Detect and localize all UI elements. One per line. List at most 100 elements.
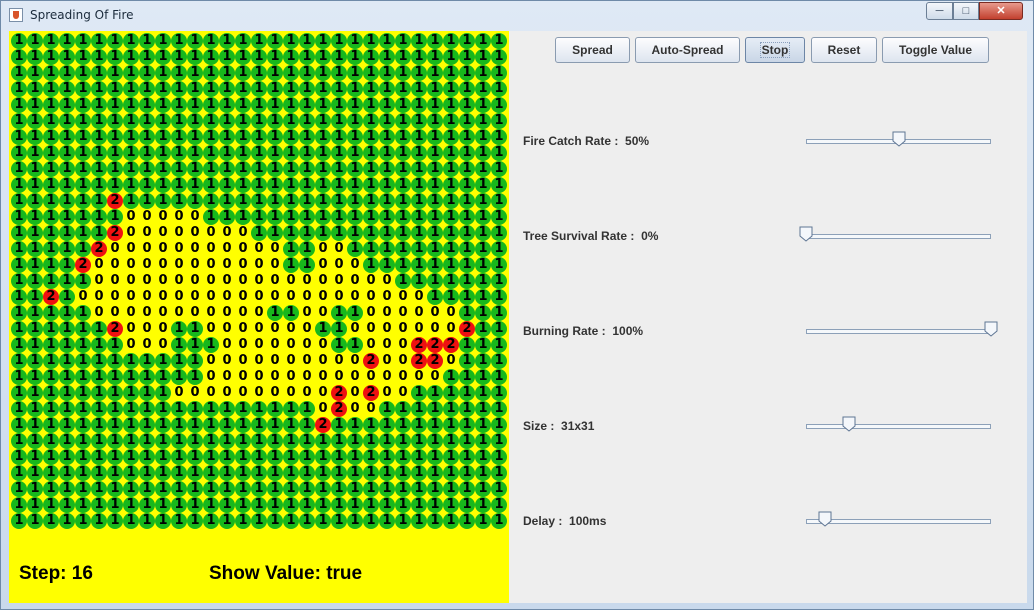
tree-cell: 1 <box>219 145 235 161</box>
tree-cell: 1 <box>91 81 107 97</box>
tree-cell: 1 <box>139 81 155 97</box>
close-button[interactable]: ✕ <box>979 2 1023 20</box>
auto-spread-button[interactable]: Auto-Spread <box>635 37 740 63</box>
empty-cell: 0 <box>190 273 200 288</box>
tree-cell: 1 <box>235 65 251 81</box>
tree-cell: 1 <box>331 177 347 193</box>
stop-button[interactable]: Stop <box>745 37 805 63</box>
tree-cell: 1 <box>491 241 507 257</box>
tree-cell: 1 <box>11 417 27 433</box>
tree-cell: 1 <box>347 177 363 193</box>
title-bar[interactable]: Spreading Of Fire ─ □ ✕ <box>1 1 1033 30</box>
tree-cell: 1 <box>347 433 363 449</box>
empty-cell: 0 <box>206 225 216 240</box>
tree-cell: 1 <box>283 417 299 433</box>
tree-cell: 1 <box>187 401 203 417</box>
tree-cell: 1 <box>235 497 251 513</box>
empty-cell: 0 <box>190 289 200 304</box>
tree-cell: 1 <box>75 513 91 529</box>
empty-cell: 0 <box>142 209 152 224</box>
slider-thumb[interactable] <box>892 131 906 147</box>
empty-cell: 0 <box>430 305 440 320</box>
tree-cell: 1 <box>43 497 59 513</box>
empty-cell: 0 <box>158 257 168 272</box>
tree-cell: 1 <box>123 449 139 465</box>
tree-cell: 1 <box>203 81 219 97</box>
slider-thumb[interactable] <box>818 511 832 527</box>
tree-cell: 1 <box>43 449 59 465</box>
tree-cell: 1 <box>107 145 123 161</box>
tree-cell: 1 <box>395 129 411 145</box>
empty-cell: 0 <box>254 337 264 352</box>
tree-cell: 1 <box>155 193 171 209</box>
tree-cell: 1 <box>347 225 363 241</box>
empty-cell: 0 <box>286 369 296 384</box>
tree-cell: 1 <box>27 465 43 481</box>
tree-cell: 1 <box>219 193 235 209</box>
empty-cell: 0 <box>222 369 232 384</box>
tree-survival-rate-slider[interactable] <box>799 226 991 246</box>
tree-cell: 1 <box>219 177 235 193</box>
burning-rate-slider[interactable] <box>806 321 998 341</box>
maximize-button[interactable]: □ <box>953 2 979 20</box>
empty-cell: 0 <box>382 289 392 304</box>
tree-cell: 1 <box>475 129 491 145</box>
tree-cell: 1 <box>203 465 219 481</box>
tree-cell: 1 <box>155 65 171 81</box>
tree-cell: 1 <box>427 433 443 449</box>
fire-catch-rate-slider[interactable] <box>806 131 991 151</box>
tree-cell: 1 <box>11 513 27 529</box>
tree-cell: 1 <box>267 449 283 465</box>
tree-cell: 1 <box>331 513 347 529</box>
tree-cell: 1 <box>59 401 75 417</box>
toggle-value-button[interactable]: Toggle Value <box>882 37 989 63</box>
tree-cell: 1 <box>315 81 331 97</box>
tree-cell: 1 <box>43 369 59 385</box>
slider-thumb[interactable] <box>842 416 856 432</box>
toggle-value-button-label: Toggle Value <box>898 43 973 57</box>
empty-cell: 0 <box>398 289 408 304</box>
spread-button[interactable]: Spread <box>555 37 630 63</box>
tree-cell: 1 <box>43 481 59 497</box>
reset-button[interactable]: Reset <box>811 37 877 63</box>
tree-cell: 1 <box>11 497 27 513</box>
tree-cell: 1 <box>475 449 491 465</box>
empty-cell: 0 <box>142 273 152 288</box>
tree-cell: 1 <box>491 497 507 513</box>
tree-cell: 1 <box>203 433 219 449</box>
slider-thumb[interactable] <box>984 321 998 337</box>
tree-cell: 1 <box>475 497 491 513</box>
tree-cell: 1 <box>347 337 363 353</box>
slider-track <box>806 329 991 334</box>
tree-cell: 1 <box>363 257 379 273</box>
empty-cell: 0 <box>78 289 88 304</box>
minimize-button[interactable]: ─ <box>926 2 953 20</box>
tree-cell: 1 <box>219 97 235 113</box>
tree-cell: 1 <box>43 417 59 433</box>
tree-cell: 1 <box>107 209 123 225</box>
tree-cell: 1 <box>395 401 411 417</box>
burning-cell: 2 <box>75 257 91 273</box>
slider-track <box>806 234 991 239</box>
tree-cell: 1 <box>395 81 411 97</box>
tree-cell: 1 <box>379 81 395 97</box>
empty-cell: 0 <box>350 385 360 400</box>
tree-cell: 1 <box>91 449 107 465</box>
delay-slider[interactable] <box>806 511 991 531</box>
tree-cell: 1 <box>331 65 347 81</box>
tree-cell: 1 <box>75 321 91 337</box>
size-slider[interactable] <box>806 416 991 436</box>
tree-cell: 1 <box>491 481 507 497</box>
tree-cell: 1 <box>331 417 347 433</box>
tree-cell: 1 <box>315 33 331 49</box>
tree-cell: 1 <box>91 177 107 193</box>
slider-thumb[interactable] <box>799 226 813 242</box>
tree-cell: 1 <box>171 65 187 81</box>
tree-cell: 1 <box>267 417 283 433</box>
empty-cell: 0 <box>318 401 328 416</box>
tree-cell: 1 <box>11 177 27 193</box>
tree-cell: 1 <box>75 161 91 177</box>
tree-cell: 1 <box>475 81 491 97</box>
tree-cell: 1 <box>187 449 203 465</box>
